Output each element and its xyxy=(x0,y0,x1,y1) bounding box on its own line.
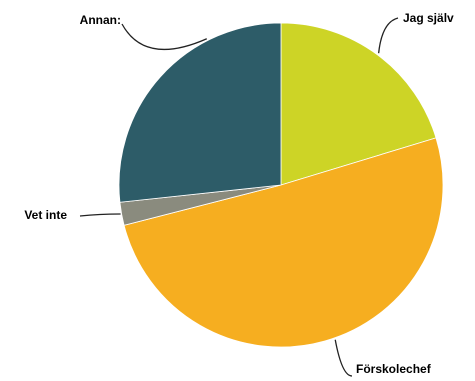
pie-slices xyxy=(118,22,444,348)
leader-line-vet-inte xyxy=(79,213,121,217)
leader-lines xyxy=(79,17,399,377)
leader-line-jag-sjalv xyxy=(377,17,399,54)
leader-line-annan xyxy=(121,23,208,51)
pie-slice-jag-sjalv xyxy=(280,22,437,186)
pie-slice-forskolechef xyxy=(123,137,444,348)
leader-line-forskolechef xyxy=(334,339,353,377)
slice-labels: Jag själv Förskolechef Vet inte Annan: xyxy=(24,11,454,376)
slice-label-annan: Annan: xyxy=(80,13,121,27)
slice-label-vet-inte: Vet inte xyxy=(24,208,67,222)
pie-slice-annan xyxy=(118,22,282,203)
slice-label-forskolechef: Förskolechef xyxy=(356,362,432,376)
slice-label-jag-sjalv: Jag själv xyxy=(403,11,454,25)
